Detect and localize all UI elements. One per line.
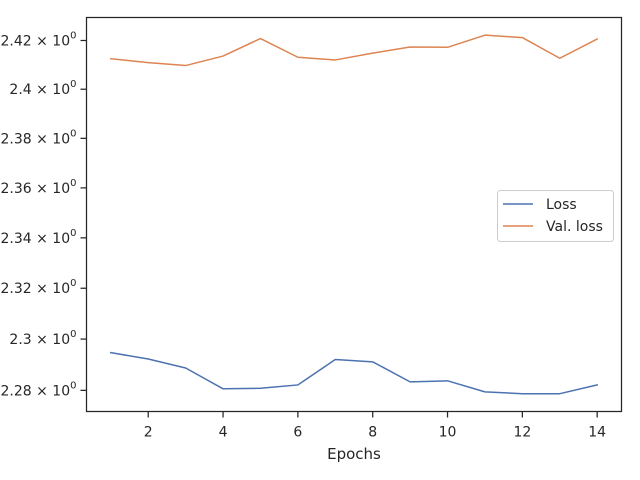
x-tick-label: 4 (219, 425, 228, 441)
x-tick-label: 2 (144, 425, 153, 441)
y-tick-label: 2.3 × 100 (9, 329, 76, 348)
x-tick-label: 6 (293, 425, 302, 441)
axes-frame (85, 16, 623, 413)
legend: Loss Val. loss (497, 190, 614, 242)
y-tick-label: 2.32 × 100 (1, 278, 77, 297)
x-axis-label: Epochs (327, 445, 381, 463)
series-line-val-loss (109, 34, 599, 67)
legend-label-val-loss: Val. loss (546, 219, 603, 235)
y-axis: 2.28 × 100 2.3 × 100 2.32 × 100 2.34 × 100 2… (1, 31, 87, 399)
y-tick-label: 2.28 × 100 (1, 380, 77, 399)
y-tick-label: 2.38 × 100 (1, 128, 77, 147)
plot-area (109, 34, 599, 395)
x-tick-label: 8 (368, 425, 377, 441)
legend-label-loss: Loss (546, 197, 577, 213)
x-tick-label: 12 (513, 425, 531, 441)
x-axis: 2 4 6 8 10 12 14 (144, 411, 606, 441)
x-tick-label: 10 (439, 425, 457, 441)
x-tick-label: 14 (588, 425, 606, 441)
y-tick-label: 2.4 × 100 (9, 79, 76, 98)
y-tick-label: 2.42 × 100 (1, 31, 77, 50)
y-tick-label: 2.36 × 100 (1, 178, 77, 197)
y-tick-label: 2.34 × 100 (1, 228, 77, 247)
series-line-loss (109, 351, 599, 395)
